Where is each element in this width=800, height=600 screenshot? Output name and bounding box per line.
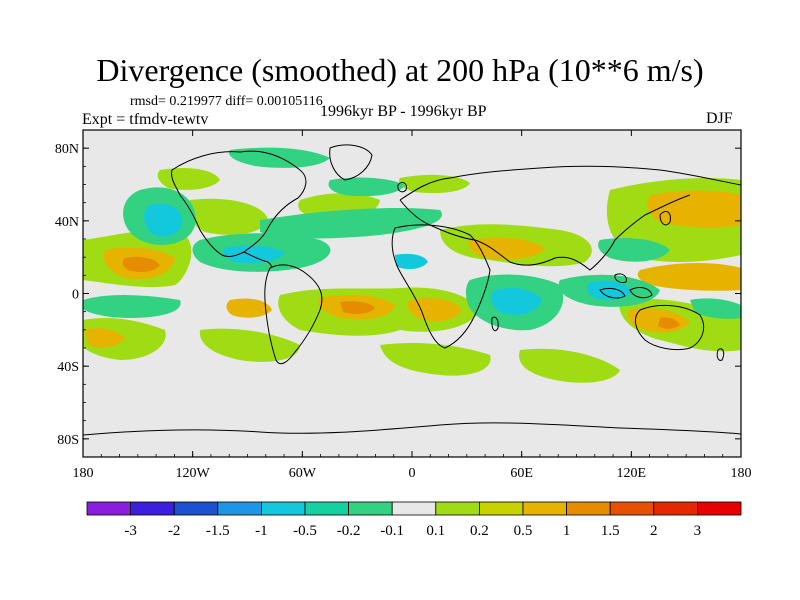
colorbar-label: -0.5 [293,523,317,539]
colorbar-swatch [522,501,567,516]
colorbar-swatch [697,501,742,516]
y-tick-label: 40S [57,360,79,375]
x-tick-label: 60W [289,466,317,481]
colorbar-label: 3 [694,523,702,539]
colorbar-label: 0.2 [470,523,489,539]
colorbar-swatch [304,501,349,516]
period-label: 1996kyr BP - 1996kyr BP [320,103,487,120]
colorbar-swatch [435,501,480,516]
colorbar-swatch [566,501,611,516]
x-tick-label: 180 [731,466,752,481]
colorbar-label: -1 [255,523,268,539]
colorbar-swatch [260,501,306,516]
colorbar-swatch [217,501,262,516]
colorbar-label: 1 [563,523,571,539]
page-title: Divergence (smoothed) at 200 hPa (10**6 … [96,52,704,88]
x-tick-label: 60E [510,466,533,481]
colorbar-swatch [609,501,655,516]
season-label: DJF [706,110,733,127]
colorbar-label: 0.5 [514,523,533,539]
colorbar-swatch [478,501,524,516]
colorbar-label: -0.2 [337,523,361,539]
x-tick-label: 0 [409,466,416,481]
field-layer [83,147,741,383]
colorbar-swatch [86,501,131,516]
coastlines [83,144,741,436]
colorbar-label: 0.1 [426,523,445,539]
x-tick-label: 120W [176,466,211,481]
x-tick-label: 120E [617,466,647,481]
colorbar-label: 2 [650,523,658,539]
colorbar-label: -3 [124,523,137,539]
colorbar-label: -0.1 [380,523,404,539]
experiment-label: Expt = tfmdv-tewtv [82,111,209,128]
colorbar-swatch [653,501,698,516]
y-tick-label: 40N [55,215,79,230]
colorbar-swatch [173,501,219,516]
x-axis: 180 120W 60W 0 60E 120E 180 [73,130,752,481]
y-axis: 80N 40N 0 40S 80S [55,142,741,448]
colorbar-label: -1.5 [206,523,230,539]
y-tick-label: 80S [57,433,79,448]
y-tick-label: 0 [72,288,79,303]
colorbar: -3 -2 -1.5 -1 -0.5 -0.2 -0.1 0.1 0.2 0.5 1 1.5 2 3 [86,501,742,539]
y-tick-label: 80N [55,142,79,157]
colorbar-swatch [130,501,175,516]
x-tick-label: 180 [73,466,94,481]
colorbar-label: -2 [168,523,181,539]
colorbar-swatch [348,501,393,516]
stats-text: rmsd= 0.219977 diff= 0.00105116 [130,94,323,109]
colorbar-label: 1.5 [601,523,620,539]
colorbar-swatch [391,501,437,516]
